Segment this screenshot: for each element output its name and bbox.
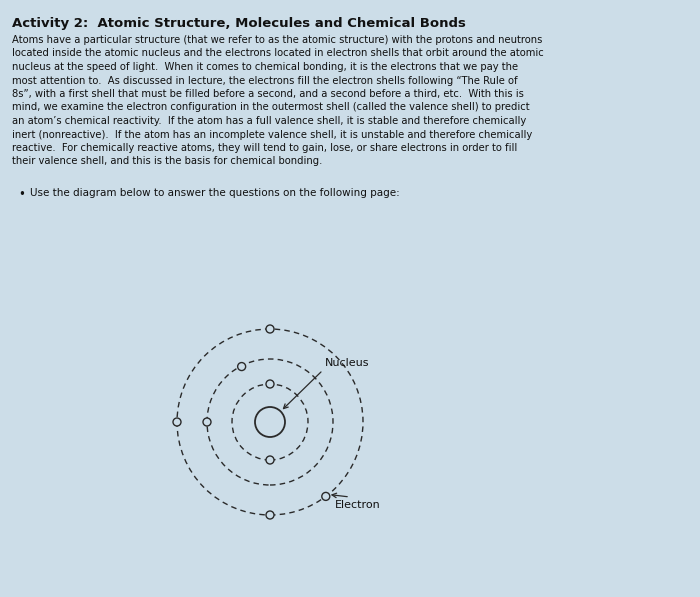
Text: 8s”, with a first shell that must be filled before a second, and a second before: 8s”, with a first shell that must be fil… <box>12 89 524 99</box>
Circle shape <box>266 325 274 333</box>
Text: their valence shell, and this is the basis for chemical bonding.: their valence shell, and this is the bas… <box>12 156 323 167</box>
Circle shape <box>322 493 330 500</box>
Text: Nucleus: Nucleus <box>325 358 370 368</box>
Circle shape <box>266 380 274 388</box>
Text: located inside the atomic nucleus and the electrons located in electron shells t: located inside the atomic nucleus and th… <box>12 48 544 59</box>
Circle shape <box>238 362 246 371</box>
Circle shape <box>266 456 274 464</box>
Text: Electron: Electron <box>335 500 381 510</box>
Text: reactive.  For chemically reactive atoms, they will tend to gain, lose, or share: reactive. For chemically reactive atoms,… <box>12 143 517 153</box>
Text: Use the diagram below to answer the questions on the following page:: Use the diagram below to answer the ques… <box>30 188 400 198</box>
Circle shape <box>173 418 181 426</box>
Text: Atoms have a particular structure (that we refer to as the atomic structure) wit: Atoms have a particular structure (that … <box>12 35 542 45</box>
Text: •: • <box>18 188 25 201</box>
Circle shape <box>203 418 211 426</box>
Circle shape <box>266 511 274 519</box>
Text: an atom’s chemical reactivity.  If the atom has a full valence shell, it is stab: an atom’s chemical reactivity. If the at… <box>12 116 526 126</box>
Text: inert (nonreactive).  If the atom has an incomplete valence shell, it is unstabl: inert (nonreactive). If the atom has an … <box>12 130 532 140</box>
Text: mind, we examine the electron configuration in the outermost shell (called the v: mind, we examine the electron configurat… <box>12 103 530 112</box>
Text: Activity 2:  Atomic Structure, Molecules and Chemical Bonds: Activity 2: Atomic Structure, Molecules … <box>12 17 466 30</box>
Text: most attention to.  As discussed in lecture, the electrons fill the electron she: most attention to. As discussed in lectu… <box>12 75 517 85</box>
Text: nucleus at the speed of light.  When it comes to chemical bonding, it is the ele: nucleus at the speed of light. When it c… <box>12 62 518 72</box>
